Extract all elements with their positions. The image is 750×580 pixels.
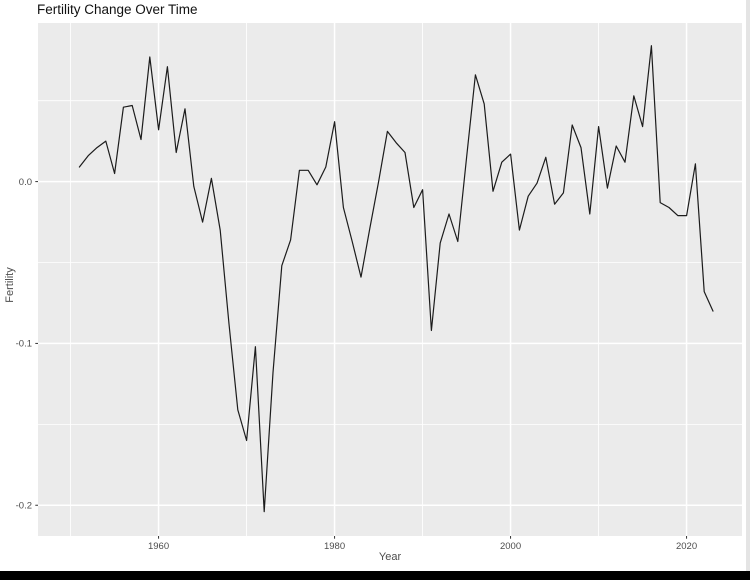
x-tick-label: 2020 (676, 541, 697, 552)
x-axis-title: Year (378, 551, 402, 563)
window-edge-strip (746, 0, 750, 571)
y-axis-title: Fertility (4, 267, 16, 303)
plot-panel (38, 23, 742, 536)
bottom-black-bar (0, 571, 750, 580)
fertility-line (78, 45, 714, 513)
x-tick-label: 1960 (148, 541, 169, 552)
chart-title: Fertility Change Over Time (37, 2, 198, 17)
y-tick-label: -0.2 (16, 501, 32, 512)
x-tick-label: 1980 (324, 541, 345, 552)
y-tick-label: 0.0 (19, 177, 32, 188)
y-tick-label: -0.1 (16, 339, 32, 350)
x-tick-label: 2000 (500, 541, 521, 552)
